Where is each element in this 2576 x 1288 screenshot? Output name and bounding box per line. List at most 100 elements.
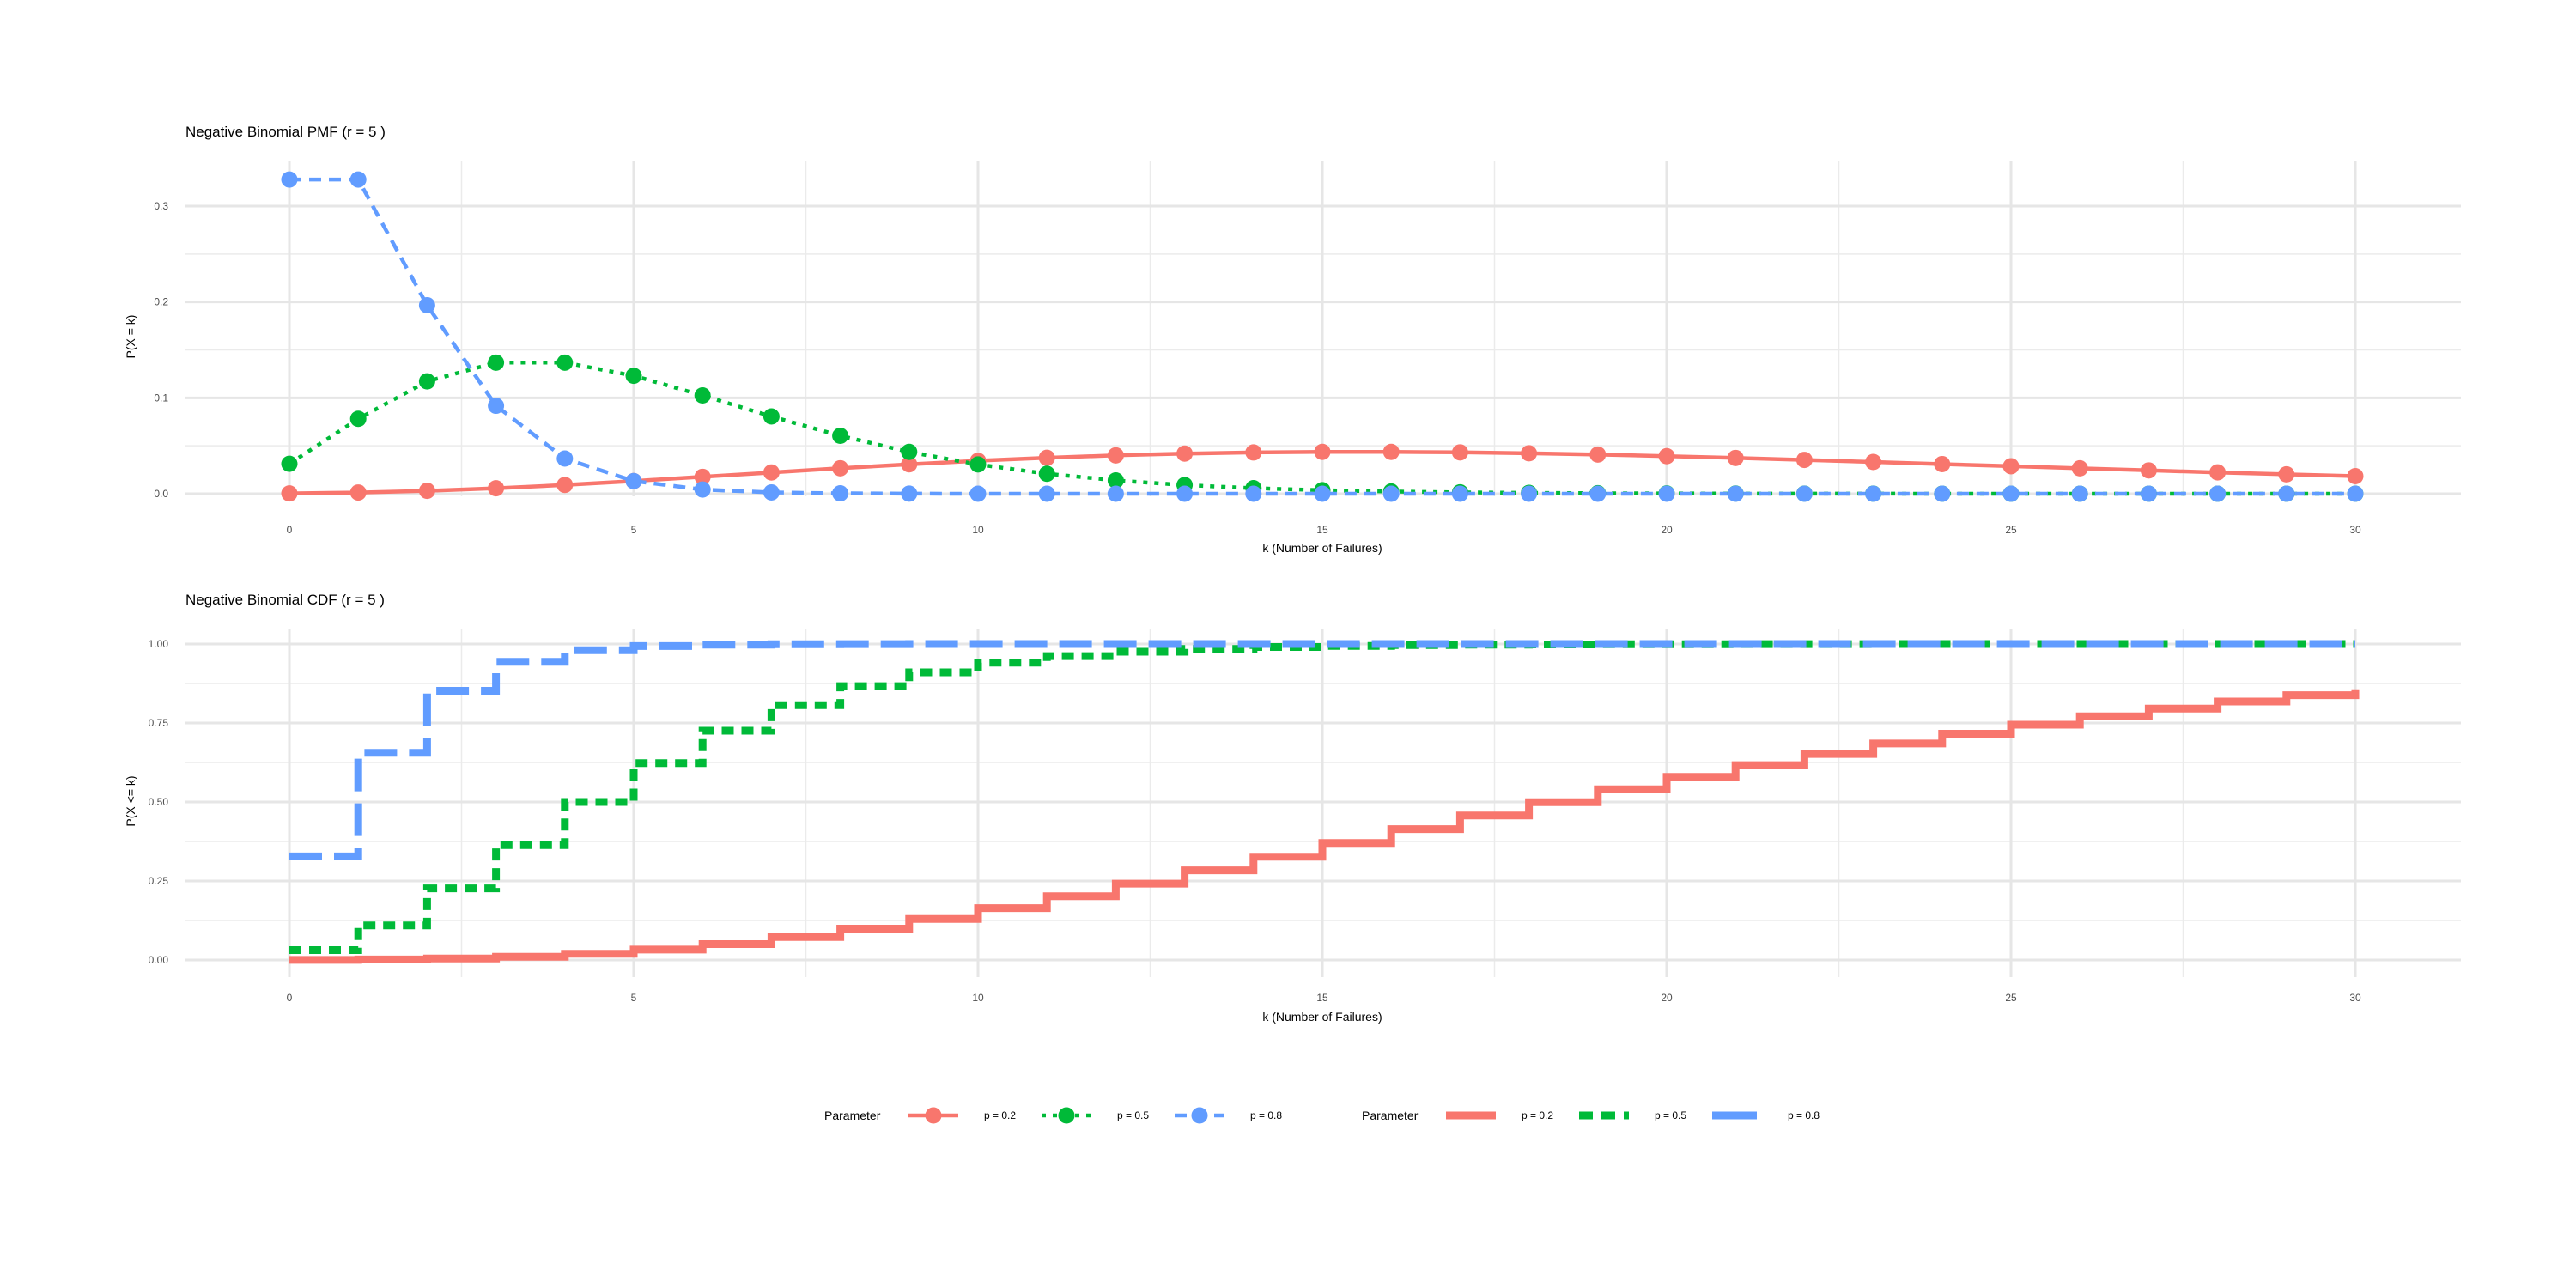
pmf-legend-item: p = 0.8 — [1175, 1107, 1282, 1124]
pmf-legend-label: p = 0.2 — [984, 1109, 1016, 1121]
pmf-legend-key-point — [1191, 1107, 1208, 1124]
pmf-point — [556, 477, 574, 494]
pmf-point — [901, 485, 918, 502]
pmf-legend-item: p = 0.5 — [1042, 1107, 1149, 1124]
pmf-y-tick-labels: 0.0 0.1 0.2 0.3 — [154, 200, 168, 500]
pmf-point — [2278, 465, 2295, 483]
pmf-point — [1795, 452, 1813, 469]
pmf-point — [281, 171, 298, 188]
pmf-point — [1795, 485, 1813, 502]
cdf-y-axis-title: P(X <= k) — [124, 775, 137, 826]
pmf-point — [1382, 485, 1400, 502]
cdf-y-tick-label: 0.25 — [149, 875, 169, 887]
cdf-legend: Parameter p = 0.2 p = 0.5 p = 0.8 — [1362, 1109, 1820, 1122]
pmf-point — [1451, 485, 1468, 502]
pmf-point — [625, 368, 642, 385]
cdf-title: Negative Binomial CDF (r = 5 ) — [185, 592, 385, 608]
pmf-x-tick-label: 20 — [1661, 524, 1673, 536]
cdf-panel: Negative Binomial CDF (r = 5 ) 0 5 10 15 20 2… — [124, 592, 2461, 1024]
pmf-point — [969, 456, 987, 473]
pmf-x-tick-label: 30 — [2349, 524, 2361, 536]
cdf-y-tick-label: 0.00 — [149, 954, 169, 966]
pmf-point — [2002, 485, 2020, 502]
cdf-y-tick-labels: 0.00 0.25 0.50 0.75 1.00 — [149, 638, 169, 966]
cdf-x-tick-label: 30 — [2349, 992, 2361, 1004]
cdf-legend-label: p = 0.2 — [1522, 1109, 1553, 1121]
pmf-point — [1038, 485, 1055, 502]
pmf-point — [1589, 485, 1607, 502]
pmf-point — [418, 483, 435, 500]
pmf-point — [1865, 453, 1882, 471]
cdf-series-steps — [289, 640, 2360, 964]
pmf-point — [1107, 447, 1124, 464]
pmf-legend-item: p = 0.2 — [908, 1107, 1016, 1124]
pmf-point — [1176, 445, 1194, 462]
pmf-point — [2209, 485, 2227, 502]
cdf-y-tick-label: 1.00 — [149, 638, 169, 650]
pmf-legend-title: Parameter — [824, 1109, 881, 1122]
pmf-point — [2002, 458, 2020, 475]
pmf-legend-label: p = 0.5 — [1117, 1109, 1149, 1121]
pmf-x-tick-label: 15 — [1316, 524, 1328, 536]
pmf-point — [1314, 485, 1331, 502]
cdf-series-step-1 — [289, 689, 2360, 964]
cdf-y-tick-label: 0.50 — [149, 796, 169, 808]
pmf-point — [1658, 447, 1675, 465]
cdf-x-tick-label: 10 — [972, 992, 984, 1004]
pmf-y-tick-label: 0.3 — [154, 200, 168, 212]
pmf-point — [281, 485, 298, 502]
pmf-y-tick-label: 0.2 — [154, 296, 168, 308]
pmf-x-tick-labels: 0 5 10 15 20 25 30 — [287, 524, 2361, 536]
pmf-x-tick-label: 25 — [2005, 524, 2017, 536]
pmf-point — [418, 373, 435, 390]
pmf-point — [2140, 462, 2157, 479]
pmf-point — [1521, 445, 1538, 462]
cdf-series-step-3 — [289, 640, 2355, 860]
pmf-point — [2140, 485, 2157, 502]
pmf-point — [762, 408, 780, 425]
pmf-y-tick-label: 0.0 — [154, 488, 168, 500]
cdf-grid — [185, 629, 2461, 977]
pmf-point — [1245, 485, 1262, 502]
cdf-legend-title: Parameter — [1362, 1109, 1419, 1122]
pmf-point — [281, 455, 298, 472]
pmf-point — [349, 410, 367, 428]
cdf-x-axis-title: k (Number of Failures) — [1262, 1010, 1382, 1024]
pmf-point — [556, 354, 574, 371]
pmf-point — [488, 354, 505, 371]
pmf-y-tick-label: 0.1 — [154, 392, 168, 404]
cdf-x-tick-labels: 0 5 10 15 20 25 30 — [287, 992, 2361, 1004]
cdf-y-tick-label: 0.75 — [149, 717, 169, 729]
pmf-point — [901, 456, 918, 473]
pmf-point — [2278, 485, 2295, 502]
pmf-point — [488, 480, 505, 497]
pmf-point — [1107, 485, 1124, 502]
cdf-x-tick-label: 0 — [287, 992, 293, 1004]
pmf-x-tick-label: 10 — [972, 524, 984, 536]
pmf-point — [1038, 449, 1055, 466]
pmf-point — [1451, 444, 1468, 461]
pmf-point — [2209, 464, 2227, 481]
pmf-point — [349, 484, 367, 501]
pmf-point — [556, 450, 574, 467]
pmf-point — [1245, 444, 1262, 461]
pmf-y-axis-title: P(X = k) — [124, 315, 137, 359]
pmf-point — [1314, 443, 1331, 460]
cdf-legend-item: p = 0.5 — [1579, 1109, 1686, 1121]
pmf-point — [1382, 443, 1400, 460]
cdf-legend-label: p = 0.5 — [1655, 1109, 1686, 1121]
pmf-title: Negative Binomial PMF (r = 5 ) — [185, 124, 386, 140]
cdf-legend-label: p = 0.8 — [1788, 1109, 1820, 1121]
pmf-point — [832, 485, 849, 502]
pmf-point — [1176, 485, 1194, 502]
pmf-x-axis-title: k (Number of Failures) — [1262, 541, 1382, 555]
pmf-point — [1727, 485, 1744, 502]
cdf-x-tick-label: 20 — [1661, 992, 1673, 1004]
pmf-legend: Parameter p = 0.2 p = 0.5 p = 0.8 — [824, 1107, 1282, 1124]
pmf-point — [1865, 485, 1882, 502]
cdf-x-tick-label: 5 — [631, 992, 637, 1004]
pmf-point — [349, 171, 367, 188]
pmf-x-tick-label: 0 — [287, 524, 293, 536]
cdf-legend-item: p = 0.8 — [1712, 1109, 1820, 1121]
pmf-panel: Negative Binomial PMF (r = 5 ) 0 5 10 15 20 2… — [124, 124, 2461, 555]
